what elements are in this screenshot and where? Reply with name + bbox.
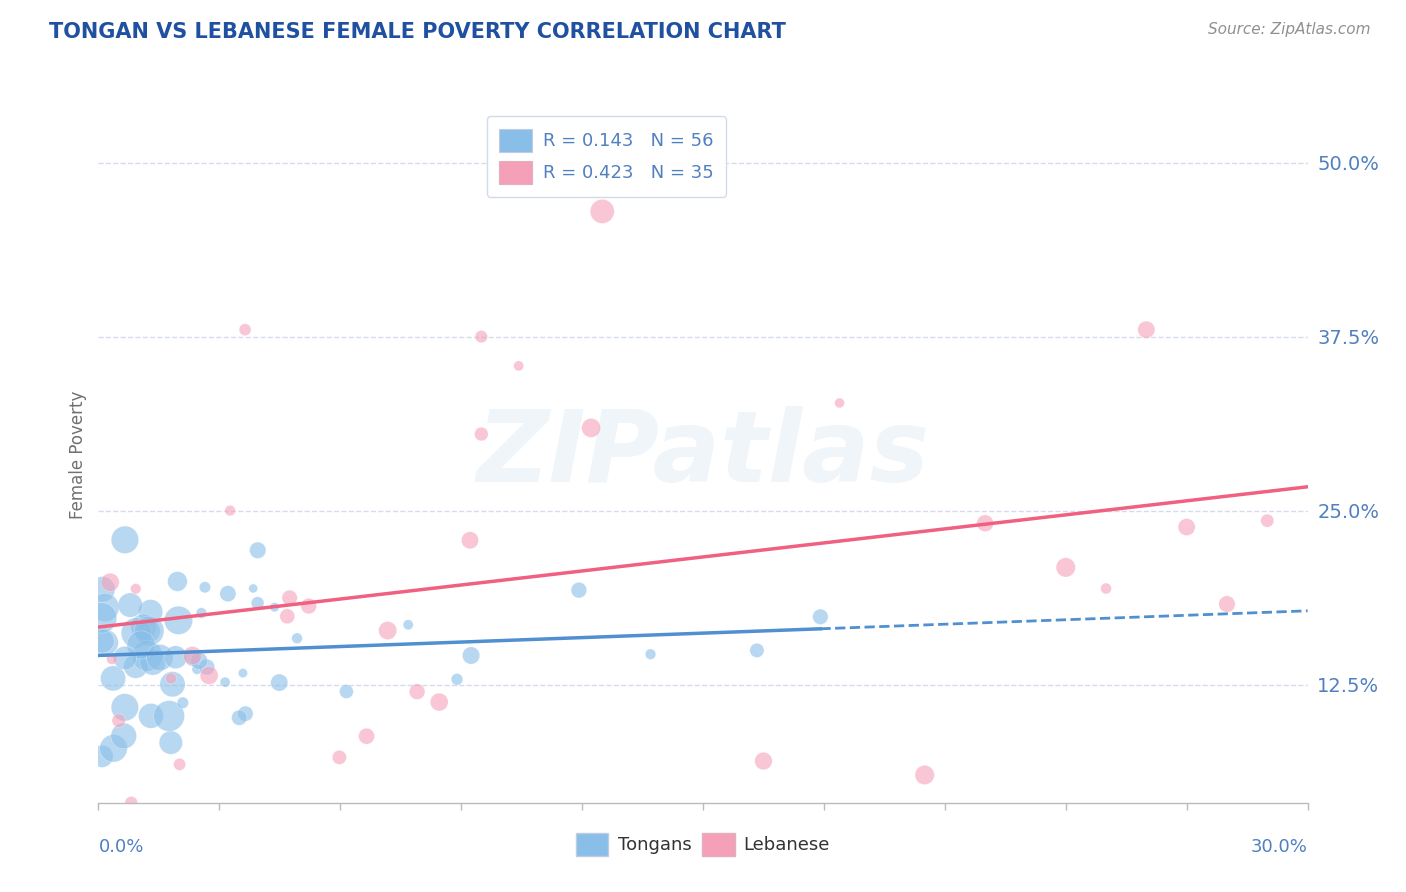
Point (159, 735, 181, 749)
Point (974, 516, 997, 531)
Point (579, 421, 602, 435)
Point (232, 666, 254, 681)
Point (91, 634, 114, 648)
Point (470, 329, 492, 343)
Point (233, 323, 256, 337)
Point (1054, 560, 1077, 574)
Legend: Tongans, Lebanese: Tongans, Lebanese (569, 826, 837, 863)
Point (167, 613, 190, 627)
Point (138, 624, 160, 638)
Point (190, 606, 212, 620)
Point (460, 648, 482, 663)
Point (568, 583, 591, 598)
Point (114, 651, 136, 665)
Point (446, 673, 468, 687)
Point (101, 652, 124, 666)
Point (91, 749, 114, 764)
Point (120, 598, 142, 612)
Point (195, 660, 218, 674)
Point (165, 650, 187, 665)
Point (828, 396, 851, 410)
Point (132, 620, 155, 634)
Point (103, 741, 125, 756)
Point (406, 684, 429, 698)
Point (591, 204, 613, 219)
Point (125, 659, 148, 673)
Point (181, 651, 204, 665)
Point (396, 617, 419, 632)
Point (120, 796, 142, 810)
Y-axis label: Female Poverty: Female Poverty (69, 391, 87, 519)
Text: 30.0%: 30.0% (1251, 838, 1308, 855)
Point (278, 591, 301, 605)
Point (808, 609, 831, 624)
Point (508, 359, 530, 373)
Point (1256, 514, 1278, 528)
Text: Source: ZipAtlas.com: Source: ZipAtlas.com (1208, 22, 1371, 37)
Point (1135, 323, 1157, 337)
Point (181, 648, 204, 663)
Point (112, 729, 135, 743)
Point (752, 754, 775, 768)
Point (335, 684, 357, 698)
Point (246, 543, 269, 558)
Point (427, 695, 450, 709)
Point (298, 599, 321, 613)
Point (160, 672, 183, 686)
Text: 0.0%: 0.0% (98, 838, 143, 855)
Point (263, 600, 285, 615)
Point (169, 757, 191, 772)
Point (246, 596, 269, 610)
Point (470, 427, 492, 442)
Point (114, 533, 136, 547)
Point (214, 675, 236, 690)
Text: ZIPatlas: ZIPatlas (477, 407, 929, 503)
Point (328, 750, 350, 764)
Point (162, 677, 184, 691)
Point (640, 647, 662, 661)
Point (219, 503, 242, 517)
Point (235, 706, 257, 721)
Point (242, 582, 264, 596)
Point (269, 675, 291, 690)
Point (142, 655, 165, 669)
Point (228, 711, 250, 725)
Point (194, 580, 217, 594)
Point (458, 533, 481, 548)
Point (149, 650, 172, 665)
Point (914, 768, 936, 782)
Point (98, 575, 121, 590)
Point (172, 696, 194, 710)
Point (356, 729, 378, 743)
Point (94, 635, 117, 649)
Point (114, 700, 136, 714)
Point (138, 624, 160, 638)
Point (377, 624, 399, 638)
Point (139, 605, 162, 619)
Point (186, 662, 208, 676)
Point (166, 574, 188, 589)
Point (136, 648, 159, 663)
Point (217, 587, 239, 601)
Point (90, 611, 112, 625)
Point (285, 632, 308, 646)
Point (1095, 582, 1118, 596)
Point (1216, 597, 1239, 611)
Point (745, 643, 768, 657)
Point (198, 668, 221, 682)
Point (94, 600, 117, 615)
Point (101, 671, 124, 685)
Point (125, 582, 148, 596)
Point (276, 609, 298, 624)
Point (157, 709, 180, 723)
Text: TONGAN VS LEBANESE FEMALE POVERTY CORRELATION CHART: TONGAN VS LEBANESE FEMALE POVERTY CORREL… (49, 22, 786, 42)
Point (1175, 520, 1198, 534)
Point (139, 709, 162, 723)
Point (91, 582, 114, 597)
Point (107, 714, 129, 728)
Point (129, 638, 152, 652)
Point (188, 654, 211, 668)
Point (125, 626, 148, 640)
